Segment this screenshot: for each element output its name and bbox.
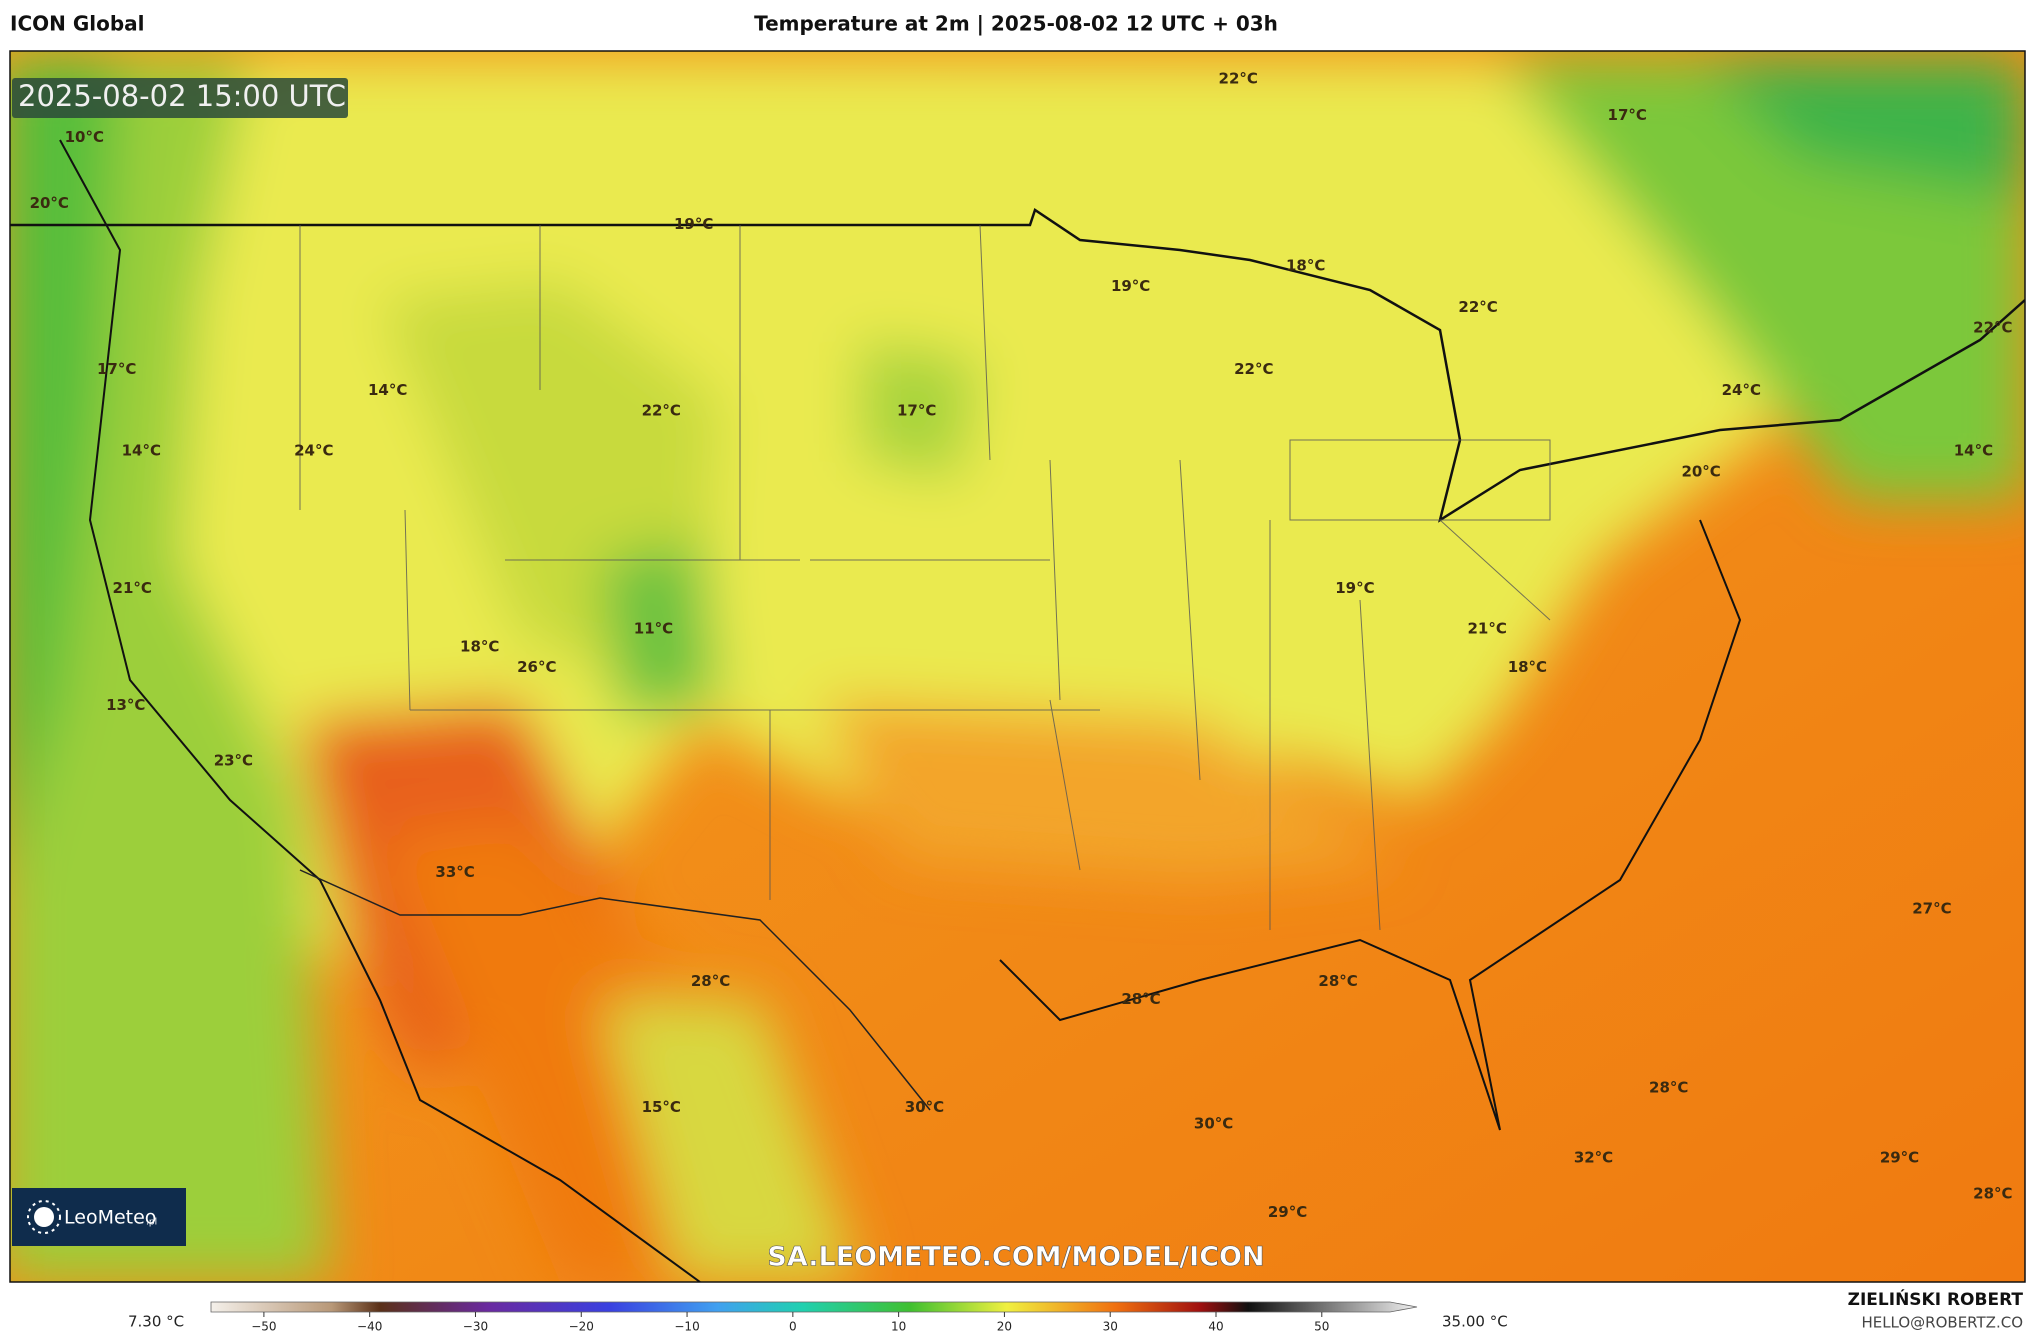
temperature-label: 17°C (1608, 106, 1647, 124)
map: 10°C 20°C 19°C 22°C 17°C 19°C 18°C 22°C 22°C 17°C… (10, 51, 2025, 1282)
logo-suffix: .pl (146, 1218, 157, 1228)
temperature-label: 20°C (1681, 462, 1720, 480)
colorbar-tick-label: −40 (357, 1320, 382, 1334)
logo-sun (34, 1207, 54, 1227)
colorbar-max: 35.00 °C (1442, 1313, 1508, 1331)
colorbar-min: 7.30 °C (128, 1313, 184, 1331)
colorbar-tick-label: −20 (569, 1320, 594, 1334)
coastline (59, 139, 1742, 1282)
author: ZIELIŃSKI ROBERT (1848, 1288, 2024, 1310)
temperature-label: 22°C (1458, 298, 1497, 316)
temperature-label: 26°C (517, 658, 556, 676)
temperature-label: 19°C (1111, 277, 1150, 295)
temperature-label: 14°C (122, 442, 161, 460)
temperature-label: 17°C (897, 402, 936, 420)
colorbar-tick-label: 50 (1314, 1320, 1329, 1334)
temperature-label: 30°C (1194, 1115, 1233, 1133)
temperature-label: 30°C (905, 1098, 944, 1116)
temperature-label: 18°C (1286, 256, 1325, 274)
state-lines (299, 224, 1551, 931)
temperature-label: 33°C (435, 863, 474, 881)
temperature-label: 28°C (1318, 972, 1357, 990)
colorbar-tick-label: 0 (789, 1320, 797, 1334)
temperature-label: 28°C (1973, 1185, 2012, 1203)
contact: HELLO@ROBERTZ.CO (1861, 1314, 2023, 1332)
colorbar: −50 −40 −30 −20 −10 0 10 20 30 40 50 (210, 1301, 1418, 1334)
colorbar-tick-label: 10 (891, 1320, 906, 1334)
temperature-label: 14°C (368, 381, 407, 399)
map-title: Temperature at 2m | 2025-08-02 12 UTC + … (754, 12, 1278, 36)
temperature-label: 11°C (634, 619, 673, 637)
temperature-label: 17°C (97, 360, 136, 378)
watermark: SA.LEOMETEO.COM/MODEL/ICON (767, 1242, 1264, 1273)
temperature-label: 22°C (642, 402, 681, 420)
temperature-label: 24°C (1722, 381, 1761, 399)
temperature-label: 32°C (1574, 1148, 1613, 1166)
temperature-label: 27°C (1912, 899, 1951, 917)
map-frame (9, 50, 2026, 1283)
border-line (10, 208, 2025, 523)
logo-rays (27, 1200, 61, 1234)
colorbar-tick-label: −30 (463, 1320, 488, 1334)
temperature-label: 14°C (1954, 442, 1993, 460)
logo-name: LeoMeteo (64, 1207, 156, 1229)
colorbar-tick-label: 40 (1208, 1320, 1223, 1334)
temperature-label: 28°C (1649, 1078, 1688, 1096)
temperature-label: 23°C (214, 752, 253, 770)
temperature-label: 13°C (106, 696, 145, 714)
temperature-label: 19°C (674, 215, 713, 233)
temperature-label: 29°C (1268, 1203, 1307, 1221)
timestamp-box (12, 78, 348, 118)
timestamp: 2025-08-02 15:00 UTC (18, 79, 346, 113)
temperature-label: 22°C (1973, 319, 2012, 337)
temperature-label: 15°C (642, 1098, 681, 1116)
colorbar-tick-label: −10 (674, 1320, 699, 1334)
temperature-label: 28°C (691, 972, 730, 990)
temperature-label: 18°C (460, 638, 499, 656)
temperature-label: 22°C (1234, 360, 1273, 378)
temperature-label: 21°C (1468, 619, 1507, 637)
colorbar-tick-label: 30 (1103, 1320, 1118, 1334)
colorbar-tick-label: −50 (251, 1320, 276, 1334)
temperature-label: 20°C (30, 194, 69, 212)
temperature-field (10, 60, 2025, 1282)
colorbar-gradient (210, 1301, 1418, 1313)
temperature-label: 19°C (1335, 579, 1374, 597)
temperature-label: 18°C (1508, 658, 1547, 676)
temperature-label: 10°C (65, 128, 104, 146)
colorbar-tick-label: 20 (997, 1320, 1012, 1334)
temperature-labels: 10°C 20°C 19°C 22°C 17°C 19°C 18°C 22°C 22°C 17°C… (30, 70, 2013, 1221)
temperature-label: 22°C (1219, 70, 1258, 88)
border-line (299, 869, 931, 1111)
temperature-label: 28°C (1121, 990, 1160, 1008)
model-name: ICON Global (10, 12, 145, 36)
temperature-label: 24°C (294, 442, 333, 460)
temperature-label: 29°C (1880, 1148, 1919, 1166)
temperature-label: 21°C (113, 579, 152, 597)
